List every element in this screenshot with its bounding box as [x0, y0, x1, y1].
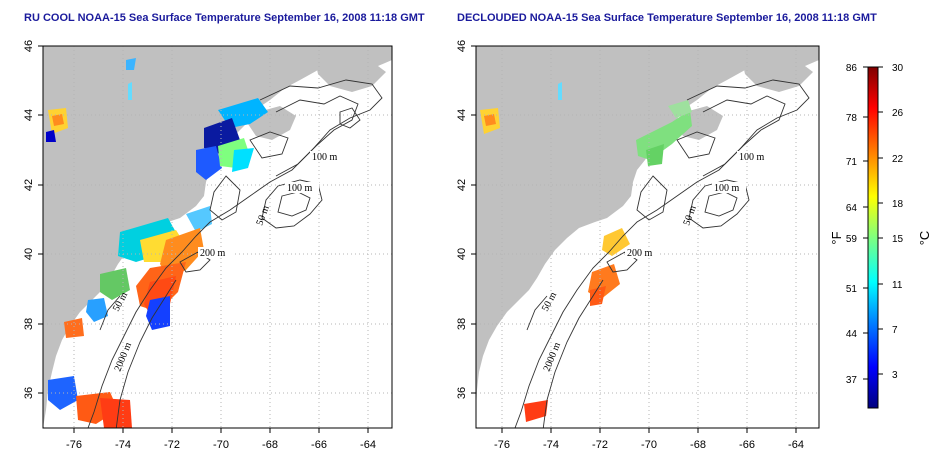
lon-tick: -70 [641, 439, 657, 451]
celsius-tick: 3 [892, 370, 898, 381]
lon-tick: -76 [66, 439, 82, 451]
lon-tick: -74 [543, 439, 559, 451]
sst-data [46, 58, 268, 428]
lat-tick: 38 [456, 318, 468, 330]
land-mass [476, 46, 819, 428]
contour-label: 100 m [714, 183, 740, 194]
lon-tick: -64 [360, 439, 376, 451]
lat-tick-labels: 36 38 40 42 44 46 [23, 40, 35, 399]
contour-label: 200 m [200, 248, 226, 259]
lon-tick: -74 [115, 439, 131, 451]
left-panel-title: RU COOL NOAA-15 Sea Surface Temperature … [24, 12, 425, 24]
fahrenheit-ticks: 86 78 71 64 59 51 44 37 [846, 63, 858, 386]
lat-tick: 44 [23, 109, 35, 121]
land-mass [43, 46, 392, 428]
map-frame [475, 45, 820, 429]
fahrenheit-tick: 86 [846, 63, 858, 74]
fahrenheit-tick: 59 [846, 234, 858, 245]
lat-tick: 36 [23, 387, 35, 399]
contour-label: 100 m [739, 152, 765, 163]
contour-label: 100 m [312, 152, 338, 163]
fahrenheit-tick: 44 [846, 329, 858, 340]
celsius-tick: 11 [892, 280, 903, 291]
lat-tick: 44 [456, 109, 468, 121]
lon-tick-labels: -76 -74 -72 -70 -68 -66 -64 [66, 439, 376, 451]
lat-tick: 46 [23, 40, 35, 52]
contour-label: 200 m [627, 248, 653, 259]
right-panel-title: DECLOUDED NOAA-15 Sea Surface Temperatur… [457, 12, 877, 24]
celsius-tick: 18 [892, 199, 904, 210]
celsius-ticks: 30 26 22 18 15 11 7 3 [892, 63, 904, 381]
lon-tick: -70 [213, 439, 229, 451]
lon-tick: -68 [262, 439, 278, 451]
lon-tick-labels: -76 -74 -72 -70 -68 -66 -64 [494, 439, 804, 451]
lon-tick: -72 [164, 439, 180, 451]
celsius-tick: 26 [892, 108, 904, 119]
fahrenheit-tick: 64 [846, 203, 858, 214]
celsius-tick: 15 [892, 234, 904, 245]
lon-tick: -72 [592, 439, 608, 451]
bathymetry-contours [514, 79, 810, 428]
temperature-colorbar: 86 78 71 64 59 51 44 37 30 26 22 18 15 1… [829, 63, 932, 409]
fahrenheit-tick: 71 [846, 157, 858, 168]
lon-tick: -66 [739, 439, 755, 451]
lat-tick: 42 [23, 179, 35, 191]
colorbar-gradient [867, 66, 879, 409]
lon-tick: -64 [788, 439, 804, 451]
celsius-tick: 22 [892, 154, 904, 165]
celsius-tick: 30 [892, 63, 904, 74]
lon-tick: -66 [311, 439, 327, 451]
lat-tick: 40 [23, 248, 35, 260]
lat-tick: 36 [456, 387, 468, 399]
fahrenheit-tick: 51 [846, 284, 858, 295]
lat-tick: 46 [456, 40, 468, 52]
lon-tick: -76 [494, 439, 510, 451]
fahrenheit-tick: 78 [846, 113, 858, 124]
lat-tick: 38 [23, 318, 35, 330]
left-map-panel: 100 m 100 m 50 m 200 m 50 m 2000 m -76 -… [23, 40, 393, 451]
map-frame [42, 45, 393, 429]
lat-tick: 42 [456, 179, 468, 191]
fahrenheit-unit-label: °F [829, 231, 844, 244]
lon-tick: -68 [690, 439, 706, 451]
contour-label: 100 m [287, 183, 313, 194]
celsius-unit-label: °C [917, 231, 932, 246]
right-map-panel: 100 m 100 m 50 m 200 m 50 m 2000 m -76 -… [456, 40, 820, 451]
celsius-tick: 7 [892, 325, 898, 336]
fahrenheit-tick: 37 [846, 375, 858, 386]
bathymetry-contours [87, 79, 383, 428]
lat-tick: 40 [456, 248, 468, 260]
lat-tick-labels: 36 38 40 42 44 46 [456, 40, 468, 399]
